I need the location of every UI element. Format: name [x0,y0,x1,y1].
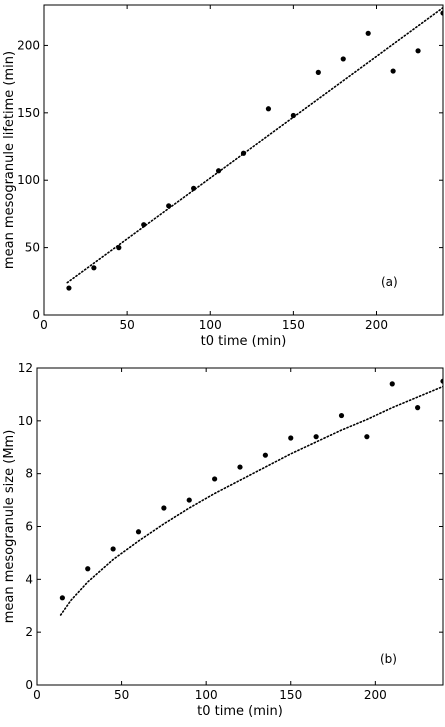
y-axis-label: mean mesogranule lifetime (min) [2,51,17,269]
x-tick-label: 0 [33,688,41,702]
data-point [110,546,116,552]
panel-a-lifetime-chart: 0 50 100 150 200 0 50 100 150 200 t0 time (min) mea… [2,4,444,349]
y-tick-label: 10 [18,414,33,428]
x-axis-label: t0 time (min) [197,704,283,719]
y-tick-label: 8 [25,467,33,481]
data-point [186,497,192,503]
data-point [313,434,319,440]
data-point [415,48,421,54]
data-point [141,222,147,228]
panel-label: (a) [381,275,398,289]
y-tick-label: 0 [25,678,33,692]
x-tick-label: 200 [365,318,388,332]
data-point [135,529,142,535]
x-tick-label: 50 [119,318,134,332]
data-point [237,464,243,470]
data-point [215,168,222,174]
data-point [262,452,268,458]
data-point [338,412,345,419]
x-tick-label: 100 [195,688,218,702]
data-point [440,10,443,16]
x-tick-label: 50 [114,688,129,702]
x-tick-label: 100 [199,318,222,332]
data-point [265,106,272,112]
data-layer [66,6,443,291]
data-point [390,68,396,74]
y-tick-label: 6 [25,520,33,534]
data-point [161,505,167,511]
data-point [415,405,421,411]
y-tick-label: 0 [32,308,40,322]
data-point [59,595,65,601]
x-tick-label: 200 [364,688,387,702]
plot-frame [43,4,444,316]
data-point [340,56,346,62]
x-tick-label: 150 [282,318,305,332]
panel-label: (b) [380,652,397,666]
data-layer [59,378,443,616]
y-tick-label: 12 [18,361,33,375]
data-point [85,566,91,572]
x-tick-label: 150 [279,688,302,702]
data-point [365,30,371,36]
data-point [389,381,395,387]
panel-b-size-chart: 0 50 100 150 200 0 2 4 6 8 10 12 t0 time (min) mean m… [2,361,444,719]
data-point [440,378,443,384]
fit-line [66,6,443,284]
data-point [91,265,97,271]
y-tick-label: 2 [25,625,33,639]
y-axis-label: mean mesogranule size (Mm) [2,430,17,624]
data-point [315,69,321,75]
x-axis-label: t0 time (min) [201,334,287,349]
data-point [66,285,72,291]
fit-line [59,385,443,616]
y-tick-label: 200 [17,38,40,52]
y-tick-label: 100 [17,173,40,187]
y-tick-label: 150 [17,106,40,120]
plot-frame [36,367,444,686]
data-point [364,434,370,440]
x-tick-label: 0 [40,318,48,332]
data-point [288,435,294,441]
y-tick-label: 50 [25,241,40,255]
y-tick-label: 4 [25,572,33,586]
data-point [212,476,218,482]
